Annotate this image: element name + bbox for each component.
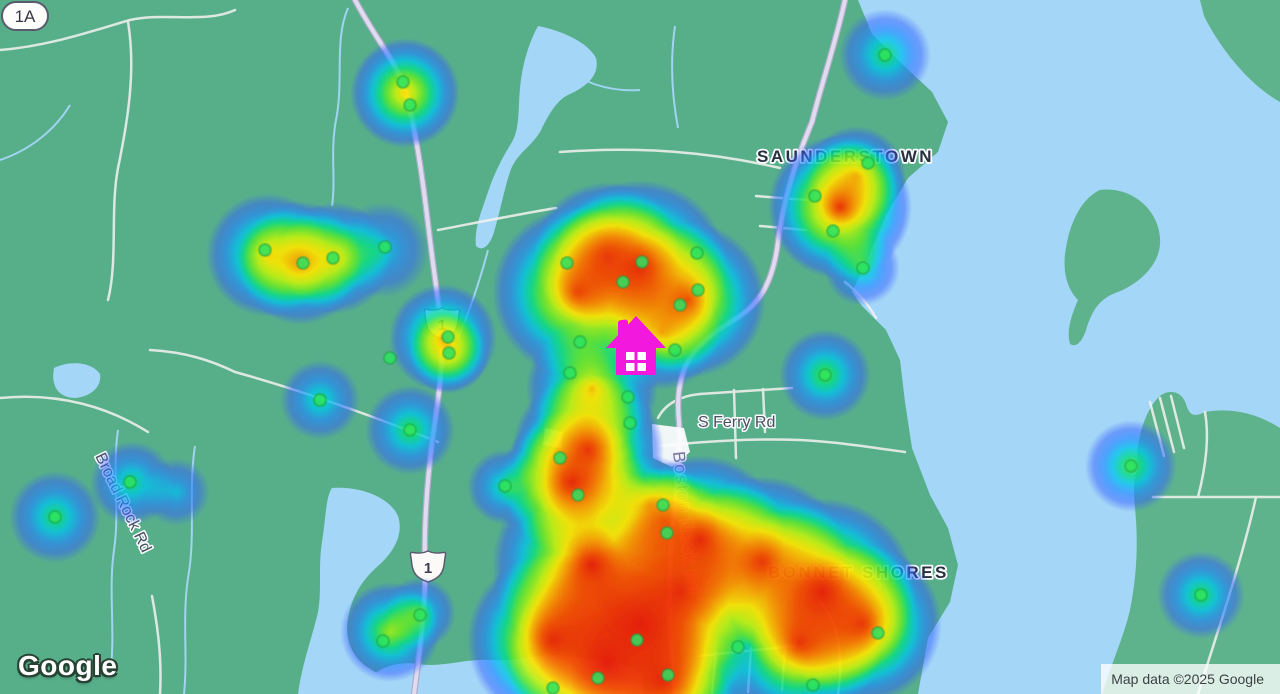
map-attribution: Map data ©2025 Google	[1101, 664, 1280, 694]
attribution-text: Map data ©2025 Google	[1111, 671, 1264, 687]
google-logo[interactable]: Google	[18, 650, 118, 681]
shield-label: 1A	[15, 7, 36, 26]
house-marker[interactable]	[606, 312, 666, 378]
route-shield-1a: 1A	[1, 1, 49, 31]
house-icon	[606, 316, 666, 375]
